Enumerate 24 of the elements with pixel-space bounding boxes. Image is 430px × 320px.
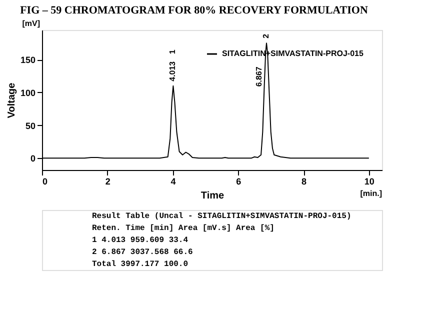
chart-title: FIG – 59 CHROMATOGRAM FOR 80% RECOVERY FORMULATION — [20, 4, 368, 16]
y-axis-title: Voltage — [6, 82, 18, 118]
text: 1 4.013 959.609 33.4 — [92, 236, 188, 245]
annotation: 6.867 — [254, 66, 264, 87]
text: Reten. Time [min] Area [mV.s] Area [%] — [92, 224, 274, 233]
x-tick-label: 4 — [170, 176, 176, 186]
x-tick-label: 6 — [236, 176, 242, 186]
text: 2 6.867 3037.568 66.6 — [92, 248, 194, 257]
text: Total 3997.177 100.0 — [92, 260, 188, 269]
annotation: 2 — [262, 33, 270, 38]
x-tick-label: 2 — [105, 176, 110, 186]
x-tick-label: 10 — [364, 176, 374, 186]
text: [min.] — [360, 189, 382, 198]
text: [mV] — [22, 19, 40, 28]
x-axis-title: Time — [200, 190, 225, 202]
x-tick-label: 0 — [42, 176, 48, 186]
y-tick-label: 150 — [20, 55, 36, 66]
y-tick-label: 50 — [25, 120, 36, 131]
y-tick-label: 100 — [20, 88, 36, 98]
annotation: 1 — [168, 49, 178, 54]
y-tick-label: 0 — [30, 154, 36, 164]
annotation: 4.013 — [168, 60, 178, 82]
x-tick-label: 8 — [302, 176, 307, 186]
text: Result Table (Uncal - SITAGLITIN+SIMVASTATIN-PROJ-015) — [92, 212, 352, 221]
